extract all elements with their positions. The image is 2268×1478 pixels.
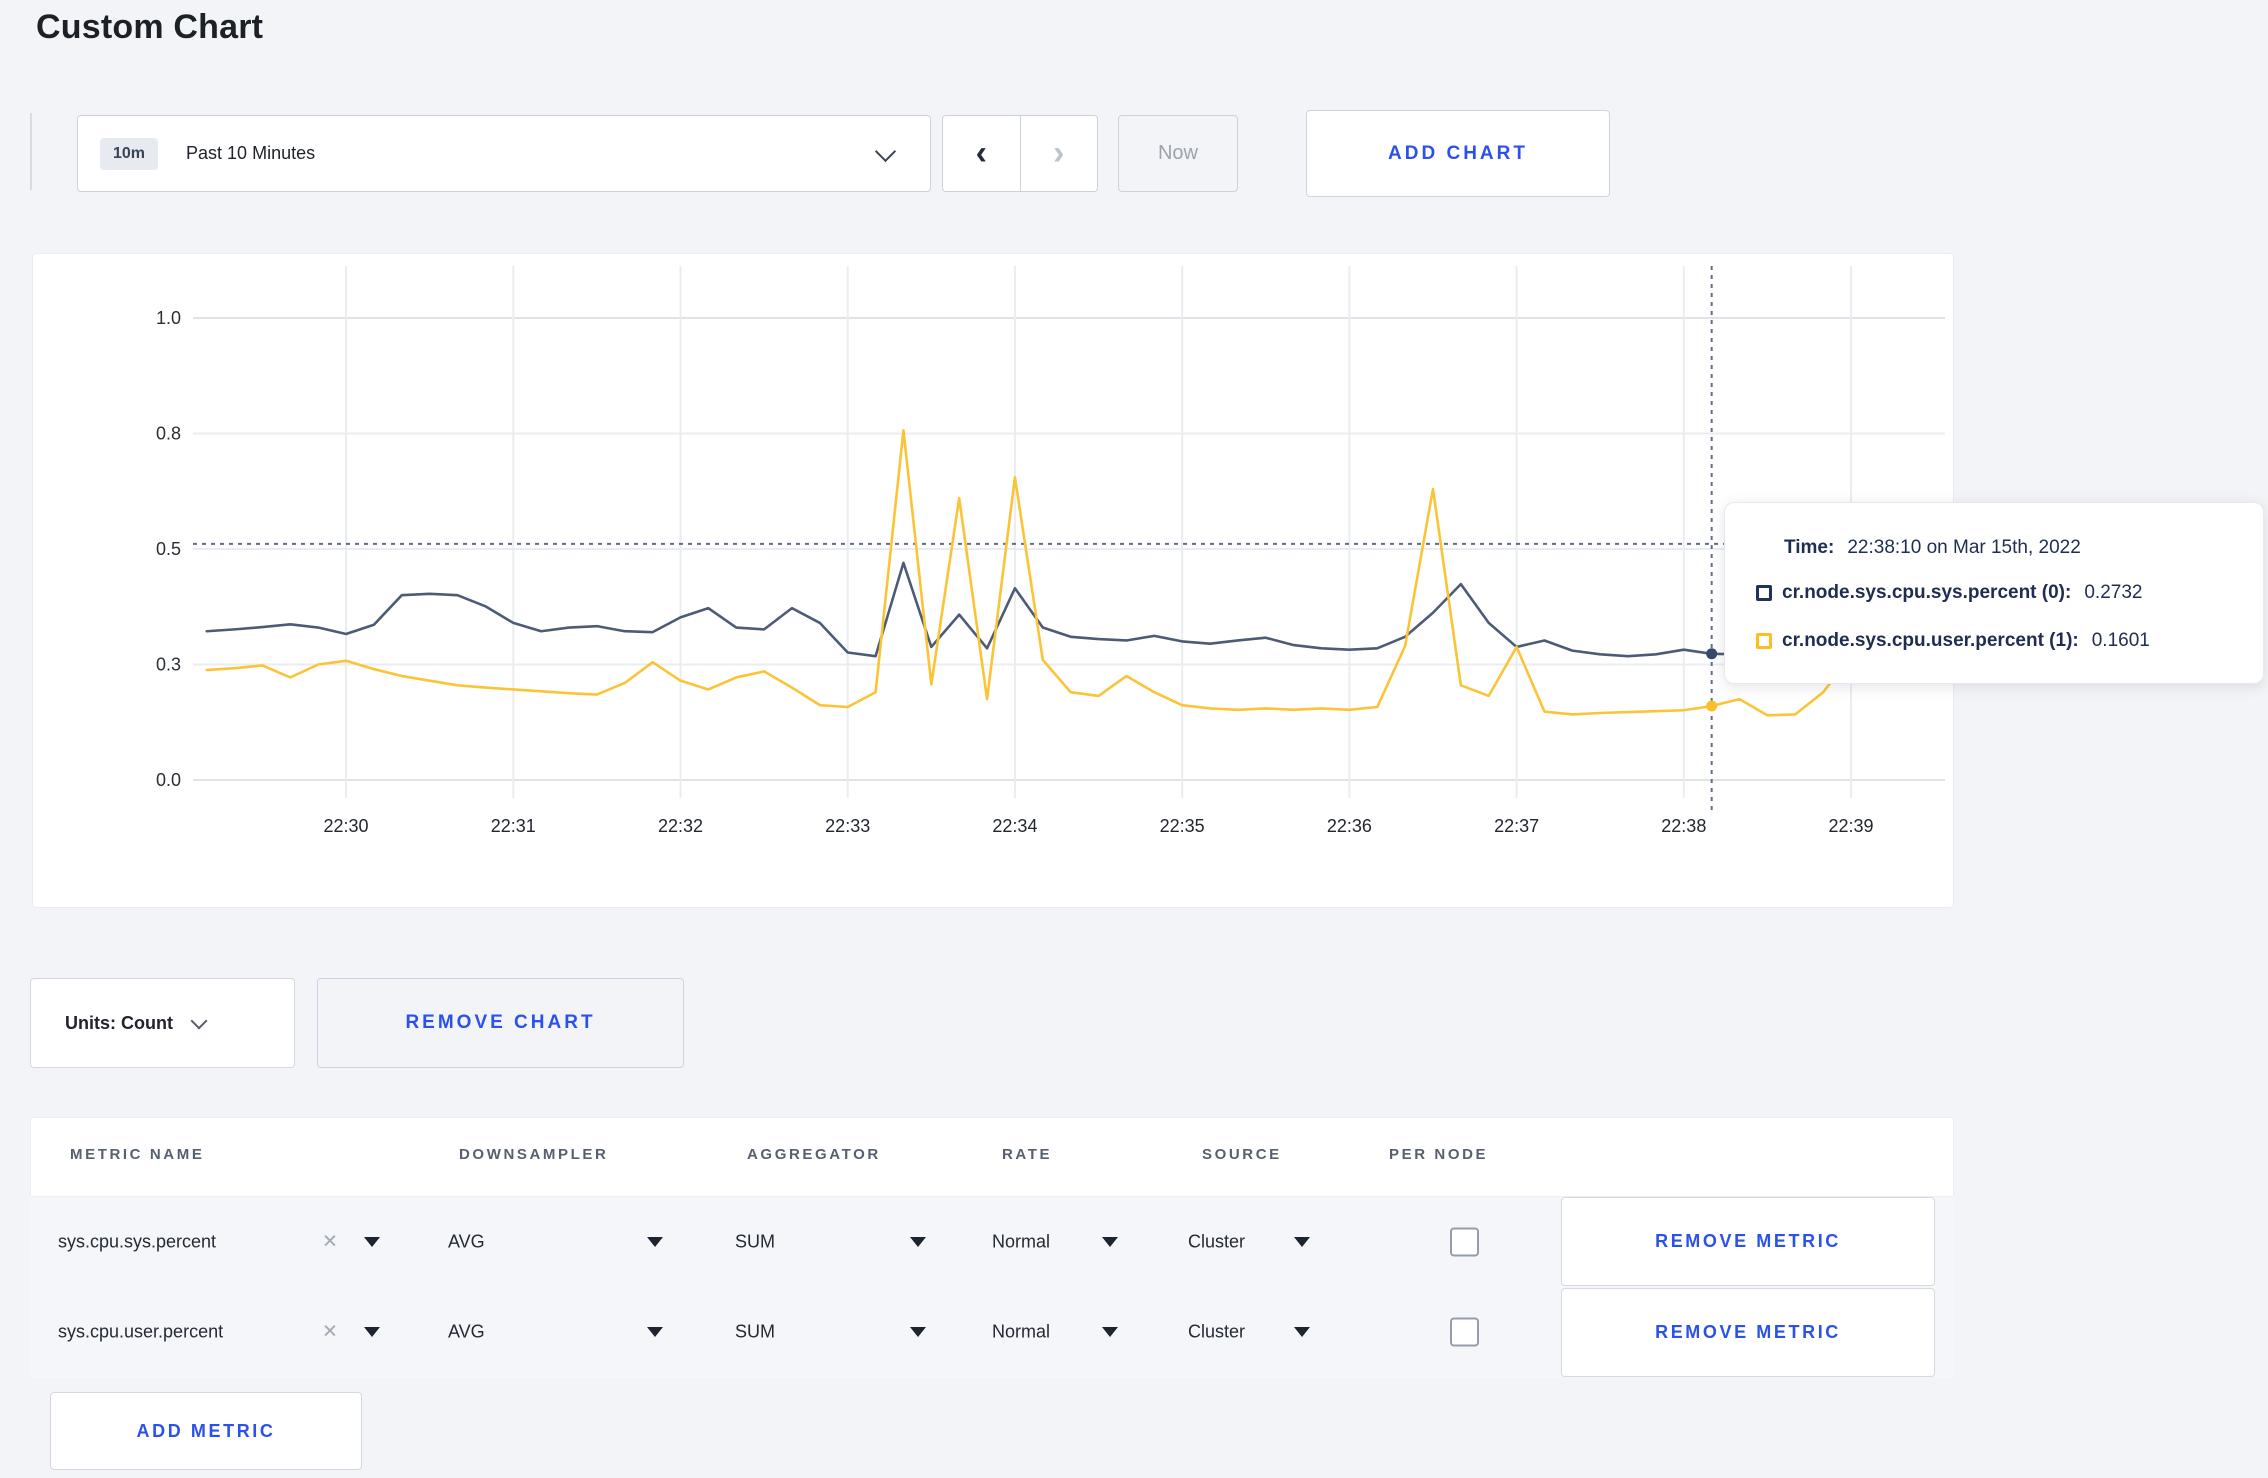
metrics-table-header: METRIC NAME DOWNSAMPLER AGGREGATOR RATE … <box>30 1117 1954 1197</box>
source-select[interactable]: Cluster <box>1188 1321 1246 1342</box>
time-range-dropdown[interactable]: 10m Past 10 Minutes <box>77 115 931 192</box>
series-sys-legend-swatch <box>1756 585 1772 601</box>
chevron-down-icon[interactable] <box>364 1327 380 1337</box>
add-metric-button[interactable]: ADD METRIC <box>50 1392 362 1470</box>
chevron-down-icon[interactable] <box>1102 1327 1118 1337</box>
chevron-down-icon[interactable] <box>1294 1237 1310 1247</box>
svg-text:0.8: 0.8 <box>156 424 181 444</box>
chevron-down-icon[interactable] <box>647 1237 663 1247</box>
add-chart-button[interactable]: ADD CHART <box>1306 110 1610 197</box>
chart-card: 0.0 0.3 0.5 0.8 1.0 22:30 22:31 22:32 22:33 22:34… <box>32 253 1954 908</box>
now-button[interactable]: Now <box>1118 115 1238 192</box>
tooltip-time-label: Time: <box>1784 537 1835 558</box>
tooltip-series-sys-value: 0.2732 <box>2084 582 2143 603</box>
svg-text:22:38: 22:38 <box>1661 816 1706 836</box>
rate-select[interactable]: Normal <box>992 1231 1051 1252</box>
prev-range-button[interactable]: ‹ <box>943 116 1021 191</box>
time-range-badge: 10m <box>100 137 159 170</box>
remove-chart-button[interactable]: REMOVE CHART <box>317 978 684 1068</box>
time-range-label: Past 10 Minutes <box>186 143 316 163</box>
metric-name-select[interactable]: sys.cpu.user.percent <box>58 1321 224 1342</box>
tooltip-time-value: 22:38:10 on Mar 15th, 2022 <box>1847 537 2081 558</box>
remove-metric-button[interactable]: REMOVE METRIC <box>1561 1288 1935 1377</box>
chevron-down-icon[interactable] <box>910 1237 926 1247</box>
svg-text:22:34: 22:34 <box>992 816 1037 836</box>
svg-text:22:33: 22:33 <box>825 816 870 836</box>
downsampler-select[interactable]: AVG <box>448 1321 485 1342</box>
col-source: SOURCE <box>1202 1146 1282 1163</box>
chevron-down-icon[interactable] <box>910 1327 926 1337</box>
table-row: sys.cpu.sys.percent ✕ AVG SUM Normal Clu… <box>30 1197 1954 1287</box>
svg-text:1.0: 1.0 <box>156 308 181 328</box>
svg-text:22:32: 22:32 <box>658 816 703 836</box>
clear-metric-icon[interactable]: ✕ <box>322 1231 338 1253</box>
svg-text:0.5: 0.5 <box>156 539 181 559</box>
per-node-checkbox[interactable] <box>1450 1227 1479 1257</box>
chevron-down-icon[interactable] <box>1294 1327 1310 1337</box>
col-downsampler: DOWNSAMPLER <box>459 1146 609 1163</box>
svg-text:0.0: 0.0 <box>156 770 181 790</box>
col-metric-name: METRIC NAME <box>70 1146 205 1163</box>
remove-metric-button[interactable]: REMOVE METRIC <box>1561 1197 1935 1286</box>
svg-text:22:37: 22:37 <box>1494 816 1539 836</box>
units-label: Units: Count <box>65 1012 173 1033</box>
svg-text:22:30: 22:30 <box>324 816 369 836</box>
downsampler-select[interactable]: AVG <box>448 1231 485 1252</box>
tooltip-series-user-label: cr.node.sys.cpu.user.percent (1): <box>1782 630 2079 651</box>
tooltip-series-sys-label: cr.node.sys.cpu.sys.percent (0): <box>1782 582 2072 603</box>
col-rate: RATE <box>1002 1146 1053 1163</box>
per-node-checkbox[interactable] <box>1450 1317 1479 1347</box>
timeseries-chart[interactable]: 0.0 0.3 0.5 0.8 1.0 22:30 22:31 22:32 22:33 22:34… <box>33 254 1953 907</box>
col-aggregator: AGGREGATOR <box>747 1146 881 1163</box>
chart-tooltip: Time: 22:38:10 on Mar 15th, 2022 cr.node… <box>1724 502 2264 684</box>
toolbar-divider <box>30 113 32 190</box>
svg-text:22:36: 22:36 <box>1327 816 1372 836</box>
units-dropdown[interactable]: Units: Count <box>30 978 295 1068</box>
aggregator-select[interactable]: SUM <box>735 1321 775 1342</box>
series-user-legend-swatch <box>1756 633 1772 649</box>
clear-metric-icon[interactable]: ✕ <box>322 1321 338 1343</box>
metric-name-select[interactable]: sys.cpu.sys.percent <box>58 1231 217 1252</box>
table-row: sys.cpu.user.percent ✕ AVG SUM Normal Cl… <box>30 1287 1954 1377</box>
svg-text:22:31: 22:31 <box>491 816 536 836</box>
col-per-node: PER NODE <box>1389 1146 1489 1163</box>
chevron-down-icon[interactable] <box>647 1327 663 1337</box>
source-select[interactable]: Cluster <box>1188 1231 1246 1252</box>
page-title: Custom Chart <box>36 8 264 46</box>
next-range-button[interactable]: › <box>1053 134 1065 172</box>
time-pager: ‹ › <box>942 115 1098 192</box>
chevron-down-icon <box>190 1012 208 1030</box>
chevron-down-icon[interactable] <box>364 1237 380 1247</box>
svg-text:22:35: 22:35 <box>1160 816 1205 836</box>
chevron-down-icon <box>874 140 897 163</box>
tooltip-series-user-value: 0.1601 <box>2091 630 2150 651</box>
rate-select[interactable]: Normal <box>992 1321 1051 1342</box>
aggregator-select[interactable]: SUM <box>735 1231 775 1252</box>
svg-text:0.3: 0.3 <box>156 655 181 675</box>
chevron-down-icon[interactable] <box>1102 1237 1118 1247</box>
svg-text:22:39: 22:39 <box>1829 816 1874 836</box>
